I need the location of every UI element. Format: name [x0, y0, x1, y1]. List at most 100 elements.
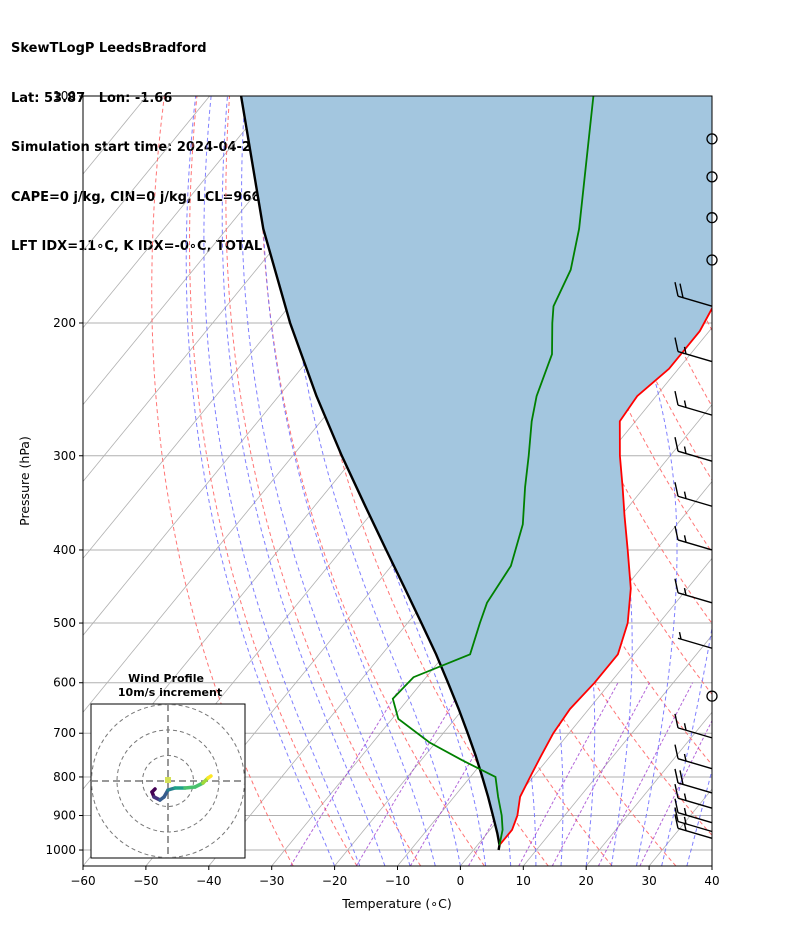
barb-staff — [677, 495, 713, 507]
mixing-ratio-line — [290, 682, 404, 866]
barb-full — [674, 814, 679, 829]
barb-full — [674, 337, 679, 352]
x-tick-label: 40 — [704, 874, 719, 888]
barb-staff — [677, 727, 713, 739]
y-tick-label: 600 — [53, 676, 76, 690]
barb-full — [674, 784, 679, 799]
barb-half — [683, 793, 687, 801]
x-axis-label: Temperature (∘C) — [341, 896, 451, 911]
y-tick-label: 1000 — [45, 843, 76, 857]
barb-half — [683, 816, 687, 824]
moist-adiabat — [261, 96, 436, 866]
hodograph-inset: Wind Profile 10m/s increment — [90, 672, 246, 859]
temperature-profile-line — [498, 306, 712, 846]
calm-circle — [706, 171, 718, 183]
y-tick-label: 300 — [53, 449, 76, 463]
barb-staff — [677, 637, 713, 649]
barb-full — [674, 282, 679, 297]
x-tick-label: 10 — [516, 874, 531, 888]
moist-adiabat — [711, 864, 712, 866]
dry-adiabat — [188, 96, 358, 866]
wind-barb — [674, 814, 713, 840]
y-axis-label: Pressure (hPa) — [17, 436, 32, 526]
mixing-ratio-line — [355, 682, 466, 866]
hodograph-title: Wind Profile — [128, 672, 204, 685]
wind-barb — [674, 282, 713, 307]
barb-staff — [677, 295, 713, 307]
isotherm-line — [83, 96, 273, 329]
wind-barb — [674, 768, 713, 794]
barb-staff — [677, 539, 713, 551]
wind-barb — [706, 254, 718, 266]
moist-adiabat — [221, 96, 386, 866]
x-tick-label: 20 — [579, 874, 594, 888]
x-tick-label: −30 — [259, 874, 284, 888]
wind-barb — [674, 807, 713, 833]
calm-circle — [706, 133, 718, 145]
wind-barb — [706, 133, 718, 145]
barb-half — [683, 446, 687, 454]
dry-adiabat — [260, 96, 485, 866]
wind-barb — [674, 337, 713, 363]
isotherm-line — [83, 96, 210, 252]
barb-staff — [677, 782, 713, 794]
wind-barb — [674, 437, 713, 462]
wind-barb — [674, 482, 713, 507]
barb-staff — [677, 450, 713, 462]
hodograph-origin-marker — [165, 777, 171, 783]
dry-adiabat — [391, 96, 712, 837]
barb-full — [679, 770, 684, 785]
barb-staff — [677, 812, 713, 824]
profile-lines — [239, 96, 712, 851]
dry-adiabat — [554, 96, 712, 481]
mixing-ratio-line — [551, 682, 650, 866]
wind-barb — [674, 578, 713, 604]
wind-barb — [674, 713, 713, 739]
barb-staff — [677, 350, 713, 363]
barb-half — [683, 587, 687, 596]
barb-staff — [677, 592, 713, 604]
barb-half — [683, 491, 687, 499]
barb-full — [674, 390, 679, 406]
wind-barb — [674, 744, 713, 770]
y-tick-label: 700 — [53, 726, 76, 740]
y-tick-label: 200 — [53, 316, 76, 330]
x-tick-label: −40 — [196, 874, 221, 888]
isotherm-line — [83, 96, 336, 406]
calm-circle — [706, 690, 718, 702]
barb-full — [674, 807, 679, 822]
wind-barbs — [674, 133, 718, 840]
calm-circle — [706, 212, 718, 224]
x-tick-label: 0 — [457, 874, 465, 888]
y-tick-label: 900 — [53, 809, 76, 823]
barb-half — [683, 346, 687, 355]
wind-barb — [674, 784, 713, 809]
cin-shaded-area — [241, 96, 712, 850]
barb-staff — [677, 797, 713, 809]
isotherm-line — [460, 557, 712, 866]
wind-barb — [706, 212, 718, 224]
barb-half — [683, 807, 687, 816]
barb-full — [674, 437, 679, 452]
moist-adiabat — [284, 96, 461, 866]
barb-staff — [677, 757, 713, 770]
dry-adiabat — [783, 96, 794, 866]
barb-half — [683, 535, 687, 543]
barb-full — [674, 744, 679, 759]
wind-barb — [674, 798, 713, 824]
axes: −60 −50 −40 −30 −20 −10 0 10 20 30 40 1000 900 800 700… — [45, 89, 719, 888]
x-tick-label: 30 — [641, 874, 656, 888]
moist-adiabat — [203, 96, 361, 866]
barb-full — [674, 525, 679, 541]
dry-adiabat — [751, 96, 794, 866]
wind-barb — [674, 525, 713, 551]
dry-adiabat — [718, 96, 794, 866]
wind-barb — [677, 631, 713, 649]
barb-staff — [677, 820, 713, 833]
calm-circle — [706, 254, 718, 266]
barb-half — [678, 631, 682, 640]
x-tick-label: −20 — [322, 874, 347, 888]
x-tick-label: −50 — [133, 874, 158, 888]
dry-adiabat — [151, 96, 294, 866]
hodograph-subtitle: 10m/s increment — [118, 686, 222, 699]
